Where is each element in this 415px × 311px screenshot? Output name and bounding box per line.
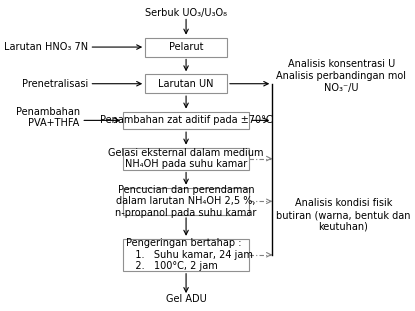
FancyBboxPatch shape (145, 38, 227, 57)
FancyBboxPatch shape (145, 74, 227, 93)
Text: Gel ADU: Gel ADU (166, 294, 206, 304)
Text: Pencucian dan perendaman
dalam larutan NH₄OH 2,5 %,
n-propanol pada suhu kamar: Pencucian dan perendaman dalam larutan N… (115, 185, 257, 218)
Text: Penambahan
PVA+THFA: Penambahan PVA+THFA (15, 107, 80, 128)
FancyBboxPatch shape (123, 239, 249, 271)
FancyBboxPatch shape (123, 188, 249, 215)
Text: Analisis kondisi fisik
butiran (warna, bentuk dan
keutuhan): Analisis kondisi fisik butiran (warna, b… (276, 198, 410, 232)
FancyBboxPatch shape (123, 147, 249, 169)
Text: Prenetralisasi: Prenetralisasi (22, 79, 88, 89)
Text: Pelarut: Pelarut (169, 42, 203, 52)
Text: Larutan UN: Larutan UN (158, 79, 214, 89)
Text: Gelasi eksternal dalam medium
NH₄OH pada suhu kamar: Gelasi eksternal dalam medium NH₄OH pada… (108, 148, 264, 169)
Text: Analisis konsentrasi U
Analisis perbandingan mol
NO₃⁻/U: Analisis konsentrasi U Analisis perbandi… (276, 59, 406, 93)
Text: Pengeringan bertahap :
   1.   Suhu kamar, 24 jam
   2.   100°C, 2 jam: Pengeringan bertahap : 1. Suhu kamar, 24… (126, 238, 253, 272)
Text: Larutan HNO₃ 7N: Larutan HNO₃ 7N (4, 42, 88, 52)
Text: Serbuk UO₃/U₃O₈: Serbuk UO₃/U₃O₈ (145, 8, 227, 18)
FancyBboxPatch shape (123, 112, 249, 129)
Text: Penambahan zat aditif pada ±70°C: Penambahan zat aditif pada ±70°C (100, 115, 272, 125)
